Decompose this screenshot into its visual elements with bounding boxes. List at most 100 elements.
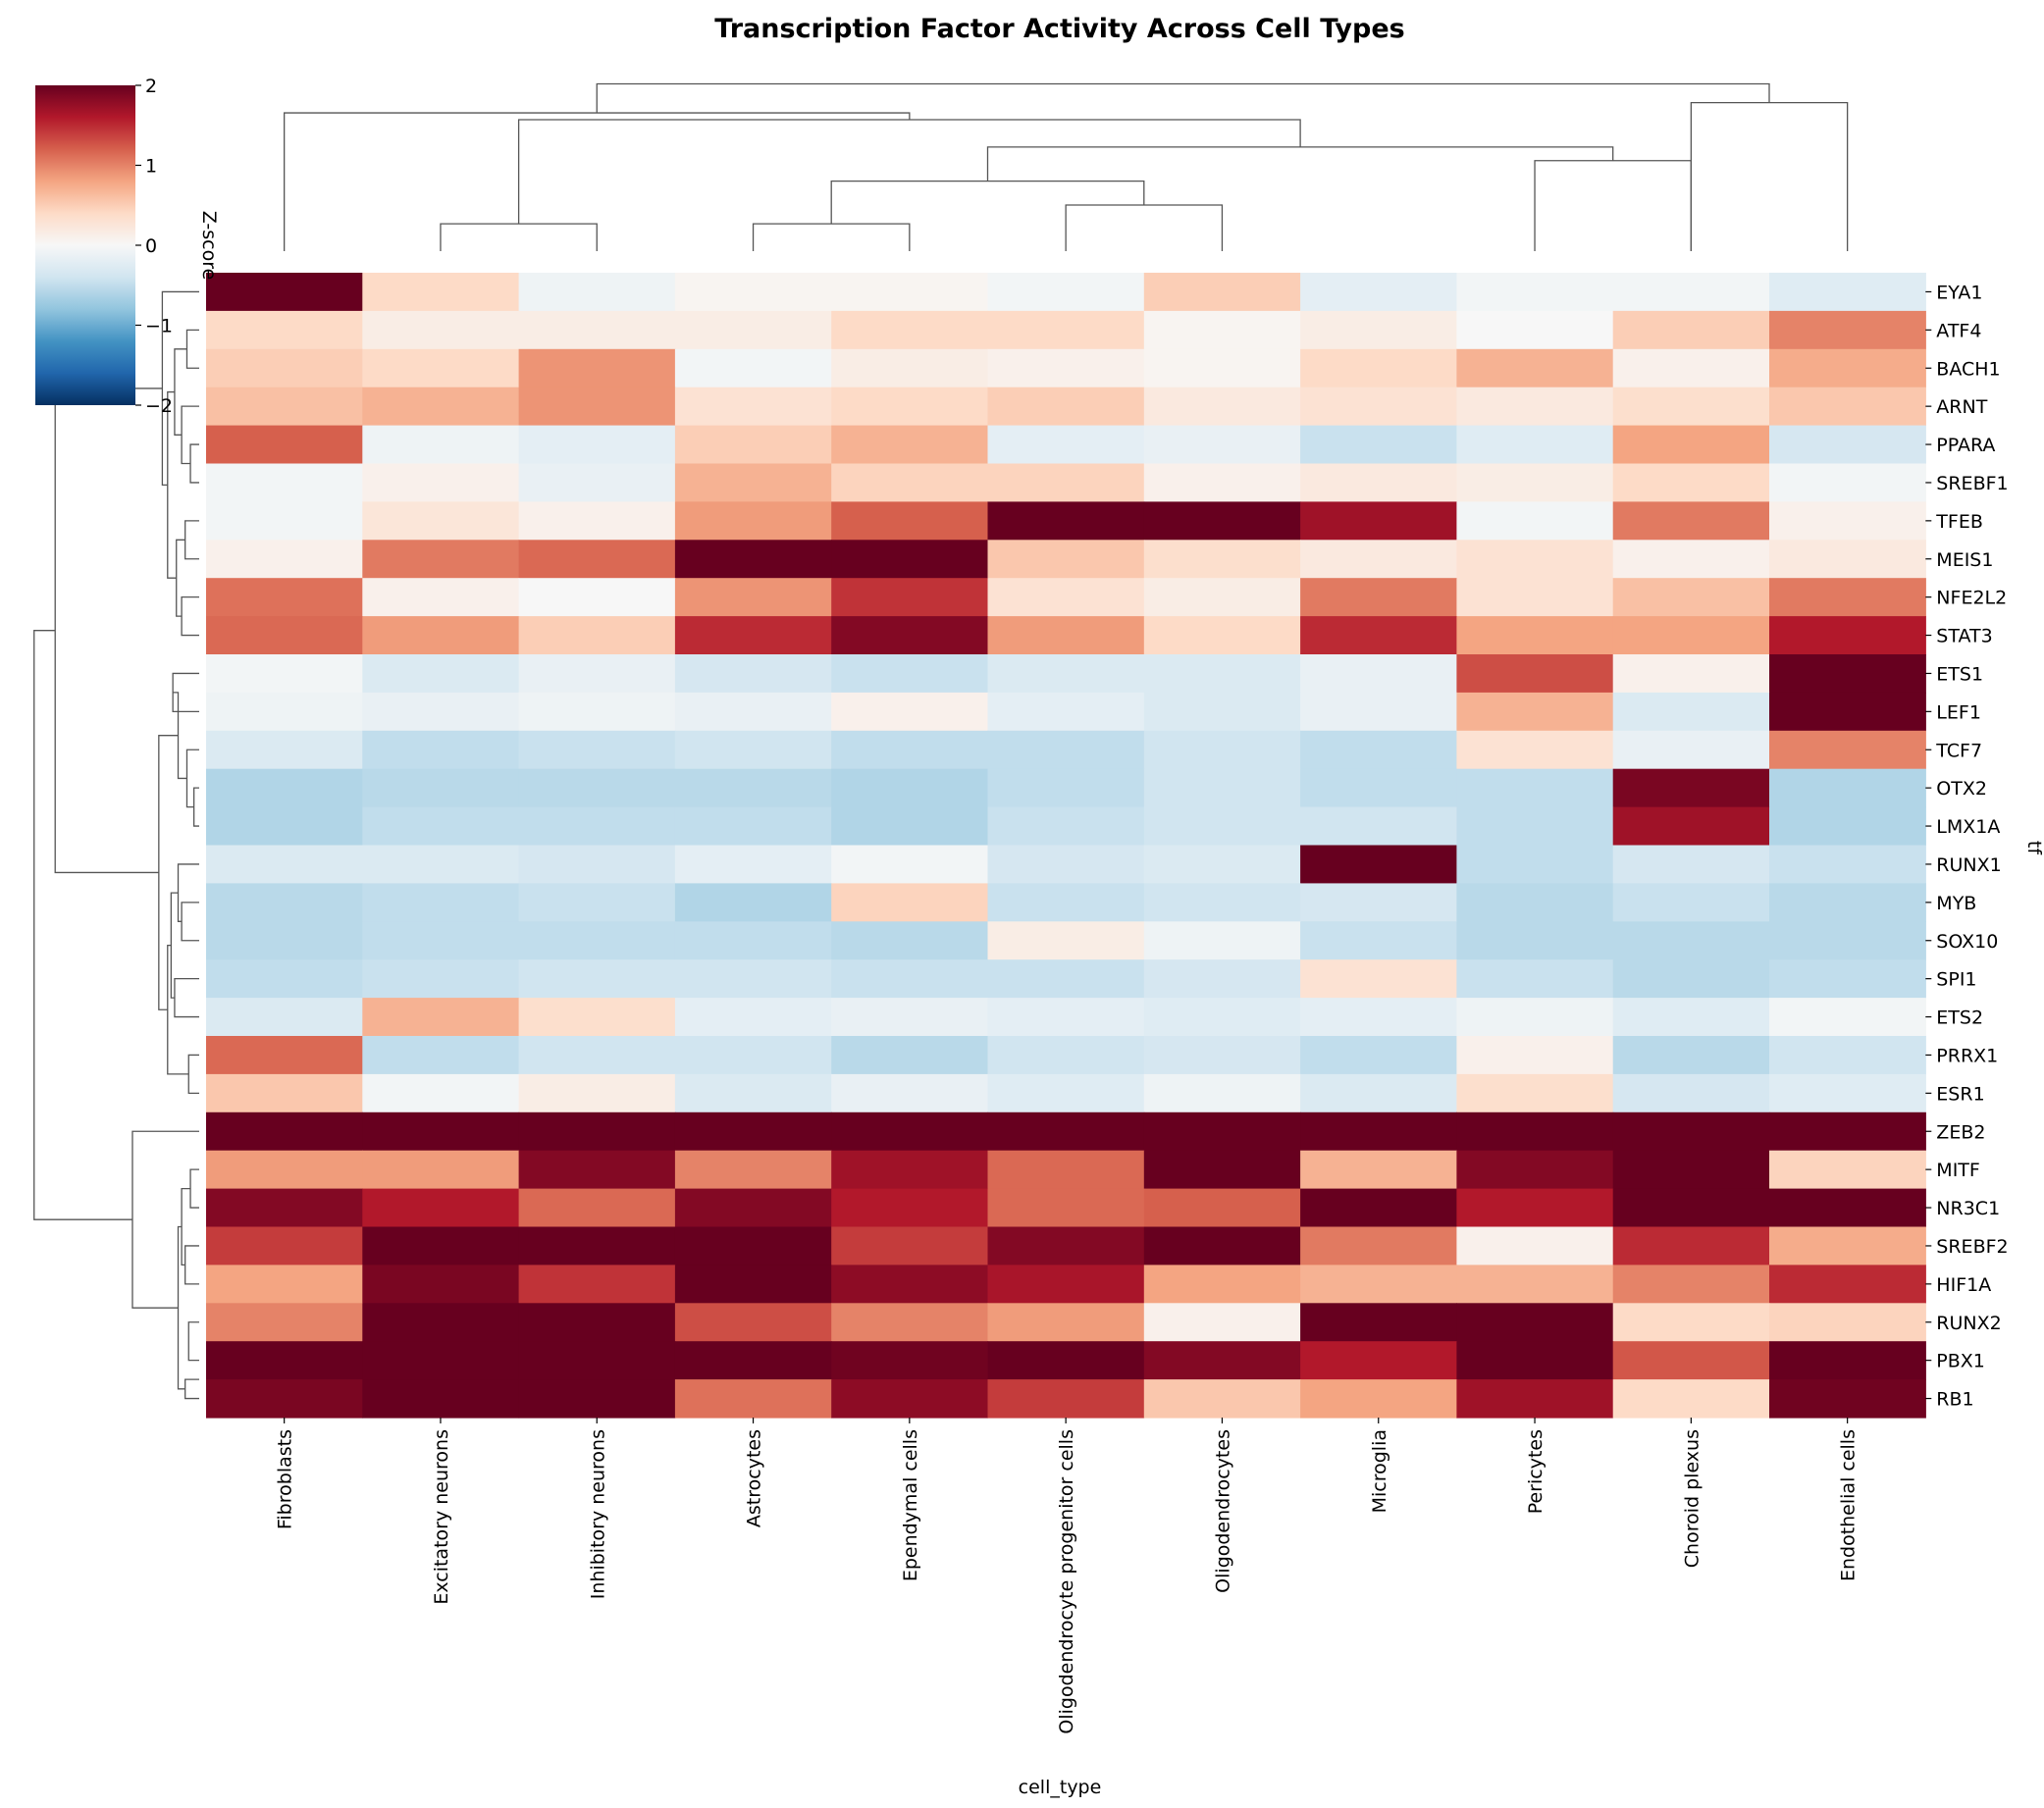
heatmap-cell-eya1-1 — [362, 273, 520, 312]
heatmap-cell-bach1-8 — [1456, 348, 1614, 388]
heatmap-cell-lmx1a-9 — [1612, 806, 1770, 847]
heatmap-cell-nfe2l2-8 — [1456, 578, 1614, 617]
heatmap-cell-bach1-7 — [1300, 348, 1457, 388]
heatmap-cell-arnt-9 — [1612, 387, 1770, 427]
heatmap-cell-runx2-5 — [987, 1303, 1145, 1342]
heatmap-cell-hif1a-2 — [518, 1265, 676, 1304]
heatmap-cell-meis1-6 — [1143, 540, 1301, 579]
heatmap-cell-atf4-5 — [987, 310, 1145, 350]
heatmap-cell-runx1-6 — [1143, 845, 1301, 884]
heatmap-cell-otx2-4 — [831, 768, 989, 808]
col-label-endothelial-cells: Endothelial cells — [1838, 1429, 1860, 1581]
heatmap-cell-pbx1-6 — [1143, 1341, 1301, 1380]
heatmap-cell-runx1-5 — [987, 845, 1145, 884]
heatmap-cell-nfe2l2-5 — [987, 578, 1145, 617]
heatmap-cell-bach1-2 — [518, 348, 676, 388]
heatmap-cell-spi1-7 — [1300, 959, 1457, 999]
row-label-hif1a: HIF1A — [1936, 1274, 1991, 1296]
heatmap-cell-pbx1-4 — [831, 1341, 989, 1380]
heatmap-cell-hif1a-3 — [674, 1265, 832, 1304]
heatmap-cell-esr1-3 — [674, 1073, 832, 1113]
heatmap-cell-tcf7-3 — [674, 730, 832, 770]
heatmap-cell-eya1-5 — [987, 273, 1145, 312]
heatmap-cell-runx2-4 — [831, 1303, 989, 1342]
heatmap-cell-zeb2-10 — [1769, 1111, 1926, 1152]
heatmap-cell-esr1-7 — [1300, 1073, 1457, 1113]
heatmap-cell-sox10-0 — [206, 921, 363, 960]
heatmap-cell-prrx1-4 — [831, 1036, 989, 1075]
heatmap-cell-eya1-3 — [674, 273, 832, 312]
heatmap-cell-srebf1-1 — [362, 463, 520, 502]
heatmap-cell-srebf1-5 — [987, 463, 1145, 502]
row-dendro-link — [181, 902, 199, 942]
row-label-tcf7: TCF7 — [1935, 740, 1982, 761]
heatmap-cell-sox10-8 — [1456, 921, 1614, 960]
heatmap-cell-myb-3 — [674, 883, 832, 922]
heatmap-cell-tfeb-0 — [206, 501, 363, 541]
heatmap-cell-zeb2-1 — [362, 1111, 520, 1152]
heatmap-cell-pbx1-9 — [1612, 1341, 1770, 1380]
heatmap-cell-zeb2-4 — [831, 1111, 989, 1152]
heatmap-cell-hif1a-9 — [1612, 1265, 1770, 1304]
heatmap-cell-rb1-5 — [987, 1379, 1145, 1419]
heatmap-cell-srebf1-8 — [1456, 463, 1614, 502]
heatmap-cell-ppara-3 — [674, 425, 832, 465]
heatmap-cell-hif1a-1 — [362, 1265, 520, 1304]
heatmap-cell-runx1-1 — [362, 845, 520, 884]
heatmap-cell-hif1a-8 — [1456, 1265, 1614, 1304]
heatmap-cell-spi1-8 — [1456, 959, 1614, 999]
heatmap-cell-runx1-4 — [831, 845, 989, 884]
col-label-pericytes: Pericytes — [1525, 1429, 1546, 1514]
row-dendro-link — [174, 978, 199, 1018]
heatmap-cell-mitf-5 — [987, 1150, 1145, 1190]
heatmap-cell-ppara-6 — [1143, 425, 1301, 465]
heatmap-cell-prrx1-10 — [1769, 1036, 1926, 1075]
heatmap-cell-ets2-2 — [518, 998, 676, 1037]
heatmap-cell-stat3-4 — [831, 616, 989, 655]
heatmap-cell-atf4-6 — [1143, 310, 1301, 350]
heatmap-cell-pbx1-5 — [987, 1341, 1145, 1380]
row-label-lef1: LEF1 — [1936, 701, 1981, 723]
heatmap-cell-stat3-2 — [518, 616, 676, 655]
heatmap-cell-meis1-9 — [1612, 540, 1770, 579]
heatmap-cell-sox10-9 — [1612, 921, 1770, 960]
heatmap-cell-tfeb-9 — [1612, 501, 1770, 541]
heatmap-cell-runx2-8 — [1456, 1303, 1614, 1342]
heatmap-cell-mitf-7 — [1300, 1150, 1457, 1190]
heatmap-cell-runx1-0 — [206, 845, 363, 884]
heatmap-cell-eya1-2 — [518, 273, 676, 312]
heatmap-cell-lmx1a-1 — [362, 806, 520, 847]
row-dendro-link — [184, 520, 199, 560]
heatmap-cell-runx1-2 — [518, 845, 676, 884]
heatmap-cell-nr3c1-2 — [518, 1188, 676, 1228]
heatmap-cell-prrx1-8 — [1456, 1036, 1614, 1075]
heatmap-cell-tcf7-8 — [1456, 730, 1614, 770]
heatmap-cell-mitf-2 — [518, 1150, 676, 1190]
row-label-myb: MYB — [1936, 893, 1976, 914]
heatmap-cell-ets1-7 — [1300, 654, 1457, 694]
heatmap-cell-tcf7-1 — [362, 730, 520, 770]
heatmap-cell-srebf2-8 — [1456, 1226, 1614, 1266]
row-dendro-link — [184, 1378, 199, 1400]
heatmap-cell-sox10-5 — [987, 921, 1145, 960]
heatmap-cell-nfe2l2-3 — [674, 578, 832, 617]
row-label-ets1: ETS1 — [1936, 663, 1983, 685]
heatmap-cell-srebf2-7 — [1300, 1226, 1457, 1266]
heatmap-cell-ets1-1 — [362, 654, 520, 694]
heatmap-cell-spi1-6 — [1143, 959, 1301, 999]
column-tick-labels: Fibroblasts Excitatory neurons Inhibitory … — [275, 1418, 1860, 1734]
heatmap-cell-srebf1-10 — [1769, 463, 1926, 502]
colorbar-tick-label: −2 — [145, 395, 173, 417]
row-label-srebf2: SREBF2 — [1936, 1236, 2008, 1258]
heatmap-cell-arnt-10 — [1769, 387, 1926, 427]
heatmap-cell-spi1-0 — [206, 959, 363, 999]
row-label-runx1: RUNX1 — [1936, 854, 2001, 876]
heatmap-cell-meis1-10 — [1769, 540, 1926, 579]
heatmap-cell-eya1-6 — [1143, 273, 1301, 312]
heatmap-cell-tfeb-8 — [1456, 501, 1614, 541]
row-label-stat3: STAT3 — [1936, 626, 1992, 647]
heatmap-cell-runx2-0 — [206, 1303, 363, 1342]
col-dendro-link — [986, 146, 1614, 181]
heatmap-cell-ets1-4 — [831, 654, 989, 694]
heatmap-cell-srebf1-0 — [206, 463, 363, 502]
